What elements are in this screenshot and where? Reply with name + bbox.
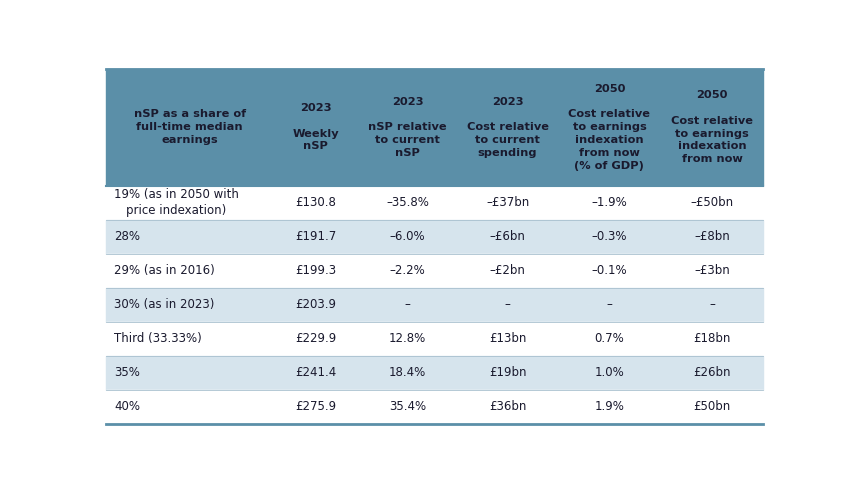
Bar [106,69,763,186]
Text: £275.9: £275.9 [295,400,336,413]
Text: Third (33.33%): Third (33.33%) [114,332,202,345]
Text: £13bn: £13bn [488,332,527,345]
Text: –1.9%: –1.9% [592,196,628,209]
Text: £203.9: £203.9 [295,298,336,311]
Text: –: – [709,298,715,311]
Text: 18.4%: 18.4% [389,366,427,379]
Text: 2023

Weekly
nSP: 2023 Weekly nSP [293,103,339,151]
Text: £241.4: £241.4 [295,366,337,379]
Text: 2023

nSP relative
to current
nSP: 2023 nSP relative to current nSP [368,96,447,158]
Text: –0.1%: –0.1% [592,264,628,277]
Text: –£2bn: –£2bn [489,264,526,277]
Text: 29% (as in 2016): 29% (as in 2016) [114,264,215,277]
Text: £199.3: £199.3 [295,264,336,277]
Bar [106,254,763,288]
Text: –0.3%: –0.3% [592,230,628,243]
Text: £229.9: £229.9 [295,332,337,345]
Text: £18bn: £18bn [694,332,731,345]
Text: £19bn: £19bn [488,366,527,379]
Bar [106,322,763,356]
Text: 35%: 35% [114,366,140,379]
Text: 12.8%: 12.8% [389,332,427,345]
Text: £50bn: £50bn [694,400,731,413]
Text: –: – [404,298,410,311]
Text: 35.4%: 35.4% [389,400,427,413]
Text: –£37bn: –£37bn [486,196,529,209]
Text: 1.0%: 1.0% [594,366,624,379]
Text: 0.7%: 0.7% [594,332,624,345]
Text: –£50bn: –£50bn [691,196,734,209]
Text: £36bn: £36bn [488,400,527,413]
Bar [106,186,763,220]
Text: –: – [505,298,510,311]
Text: 28%: 28% [114,230,140,243]
Text: –6.0%: –6.0% [390,230,426,243]
Text: 2050

Cost relative
to earnings
indexation
from now
(% of GDP): 2050 Cost relative to earnings indexatio… [568,84,650,170]
Text: –35.8%: –35.8% [386,196,429,209]
Bar [106,288,763,322]
Text: –£8bn: –£8bn [695,230,730,243]
Bar [106,220,763,254]
Text: –2.2%: –2.2% [390,264,426,277]
Bar [106,390,763,423]
Text: 2050

Cost relative
to earnings
indexation
from now: 2050 Cost relative to earnings indexatio… [672,90,753,164]
Text: 19% (as in 2050 with
price indexation): 19% (as in 2050 with price indexation) [114,188,239,217]
Text: £191.7: £191.7 [295,230,337,243]
Text: 1.9%: 1.9% [594,400,624,413]
Text: nSP as a share of
full-time median
earnings: nSP as a share of full-time median earni… [134,109,246,145]
Bar [106,356,763,390]
Text: 30% (as in 2023): 30% (as in 2023) [114,298,215,311]
Text: 40%: 40% [114,400,140,413]
Text: £130.8: £130.8 [295,196,336,209]
Text: –£6bn: –£6bn [489,230,526,243]
Text: 2023

Cost relative
to current
spending: 2023 Cost relative to current spending [466,96,549,158]
Text: £26bn: £26bn [694,366,731,379]
Text: –: – [606,298,612,311]
Text: –£3bn: –£3bn [695,264,730,277]
